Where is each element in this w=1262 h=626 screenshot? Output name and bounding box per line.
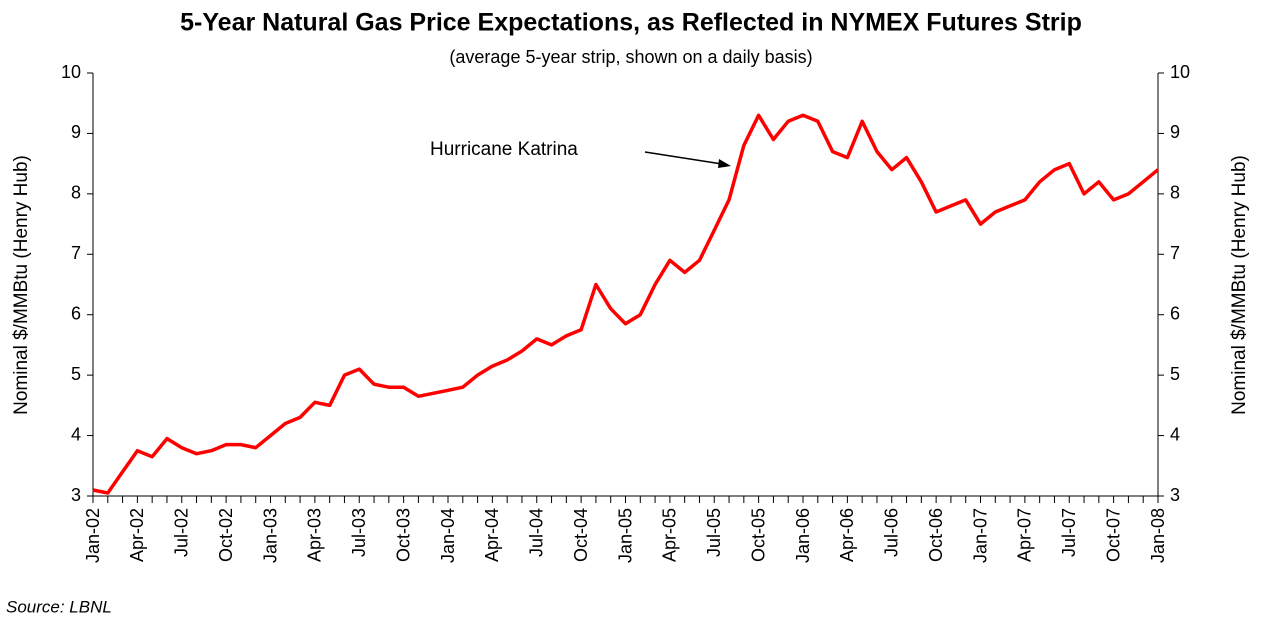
y-tick-label: 10 [61,62,81,82]
source: Source: LBNL [6,597,112,616]
y-axis-label: Nominal $/MMBtu (Henry Hub) [11,155,32,415]
x-tick-label: Jan-07 [970,508,990,563]
price-line [92,113,1160,495]
y-tick-label: 6 [71,303,81,323]
x-tick-label: Oct-07 [1103,508,1123,562]
y-tick-label: 8 [71,183,81,203]
annotation-arrow [644,151,723,165]
x-tick-label: Jan-04 [438,508,458,563]
x-tick-label: Apr-02 [127,508,147,562]
x-tick-label: Apr-04 [482,508,502,562]
x-tick-label: Jan-08 [1148,508,1168,563]
x-tick-label: Apr-06 [837,508,857,562]
x-tick-label: Oct-04 [571,508,591,562]
x-tick-label: Oct-02 [216,508,236,562]
y2-tick-label: 4 [1170,424,1180,444]
arrow-head [718,159,731,168]
x-tick-label: Jan-05 [615,508,635,563]
y2-tick-label: 8 [1170,183,1180,203]
x-tick-label: Oct-05 [748,508,768,562]
x-tick-label: Oct-03 [393,508,413,562]
y-tick-label: 3 [71,485,81,505]
y-tick-label: 4 [71,424,81,444]
y-tick-label: 7 [71,243,81,263]
y2-tick-label: 7 [1170,243,1180,263]
x-tick-label: Jul-07 [1059,508,1079,557]
x-tick-label: Apr-05 [660,508,680,562]
y2-axis-label: Nominal $/MMBtu (Henry Hub) [1229,155,1250,415]
y2-tick-label: 9 [1170,122,1180,142]
x-tick-label: Jan-03 [260,508,280,563]
x-tick-label: Jul-02 [172,508,192,557]
x-tick-label: Oct-06 [926,508,946,562]
y2-tick-label: 6 [1170,303,1180,323]
chart-title: 5-Year Natural Gas Price Expectations, a… [180,9,1082,37]
annotation: Hurricane Katrina [430,139,578,160]
x-tick-label: Jan-02 [83,508,103,563]
y2-tick-label: 5 [1170,364,1180,384]
x-tick-label: Jul-06 [882,508,902,557]
x-tick-label: Apr-07 [1015,508,1035,562]
x-tick-label: Jul-03 [349,508,369,557]
x-tick-label: Jan-06 [793,508,813,563]
y2-tick-label: 10 [1170,62,1190,82]
chart-subtitle: (average 5-year strip, shown on a daily … [449,47,812,67]
x-tick-label: Jul-05 [704,508,724,557]
y-tick-label: 5 [71,364,81,384]
y2-tick-label: 3 [1170,485,1180,505]
x-tick-label: Apr-03 [305,508,325,562]
y-tick-label: 9 [71,122,81,142]
x-tick-label: Jul-04 [527,508,547,557]
